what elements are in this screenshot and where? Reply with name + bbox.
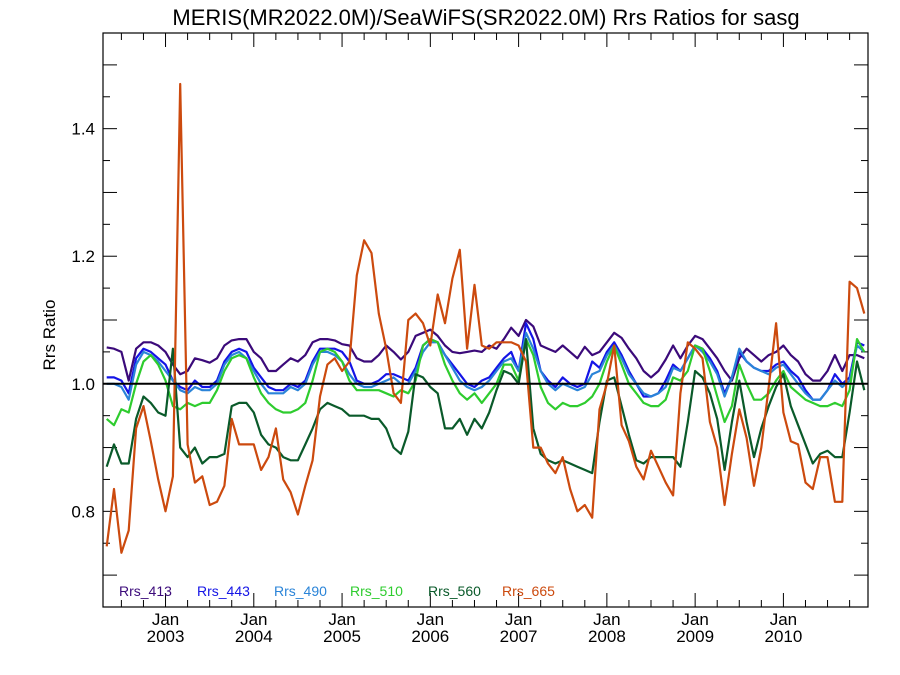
x-tick-label-month: Jan [240,610,267,629]
x-tick-label-year: 2008 [588,627,626,646]
x-tick-label-year: 2010 [764,627,802,646]
series-line-rrs-413 [106,318,865,382]
legend-item-rrs-490: Rrs_490 [274,583,327,599]
y-axis-label: Rrs Ratio [40,300,59,371]
series-line-rrs-665 [105,82,866,554]
legend-item-rrs-665: Rrs_665 [502,583,555,599]
legend-item-rrs-443: Rrs_443 [197,583,250,599]
legend-item-rrs-413: Rrs_413 [119,583,172,599]
y-tick-label: 1.4 [71,120,95,139]
plot-frame [102,32,869,608]
y-tick-label: 1.2 [71,247,95,266]
x-tick-label-month: Jan [505,610,532,629]
series-group [103,82,868,554]
x-tick-label-month: Jan [417,610,444,629]
x-tick-label-year: 2006 [411,627,449,646]
y-tick-label: 1.0 [71,375,95,394]
legend-item-rrs-560: Rrs_560 [428,583,481,599]
x-tick-label-year: 2004 [235,627,273,646]
series-line-rrs-510 [105,338,866,427]
y-tick-label: 0.8 [71,502,95,521]
series-line-rrs-443 [106,322,865,401]
x-tick-label-year: 2003 [147,627,185,646]
series-line-rrs-560 [105,338,866,475]
x-tick-label-year: 2009 [676,627,714,646]
legend-item-rrs-510: Rrs_510 [350,583,403,599]
x-tick-label-year: 2005 [323,627,361,646]
x-tick-label-month: Jan [770,610,797,629]
x-tick-label-year: 2007 [500,627,538,646]
plot-area: 0.81.01.21.4Jan2003Jan2004Jan2005Jan2006… [71,32,869,646]
x-tick-label-month: Jan [593,610,620,629]
series-line-rrs-490 [106,331,866,401]
x-tick-label-month: Jan [681,610,708,629]
x-tick-label-month: Jan [328,610,355,629]
chart-title: MERIS(MR2022.0M)/SeaWiFS(SR2022.0M) Rrs … [172,5,799,30]
x-tick-label-month: Jan [152,610,179,629]
